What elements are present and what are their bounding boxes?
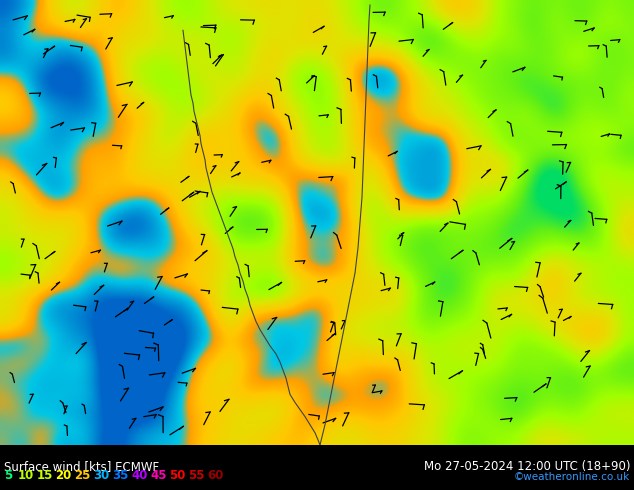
Text: 15: 15 bbox=[37, 469, 53, 482]
Text: 30: 30 bbox=[93, 469, 110, 482]
Text: 50: 50 bbox=[169, 469, 186, 482]
Text: Mo 27-05-2024 12:00 UTC (18+90): Mo 27-05-2024 12:00 UTC (18+90) bbox=[424, 460, 630, 473]
Text: Surface wind [kts] ECMWF: Surface wind [kts] ECMWF bbox=[4, 460, 159, 473]
Text: 20: 20 bbox=[56, 469, 72, 482]
Text: 5: 5 bbox=[4, 469, 12, 482]
Text: 55: 55 bbox=[188, 469, 205, 482]
Text: ©weatheronline.co.uk: ©weatheronline.co.uk bbox=[514, 472, 630, 482]
Text: 35: 35 bbox=[112, 469, 129, 482]
Text: 25: 25 bbox=[75, 469, 91, 482]
Text: 60: 60 bbox=[207, 469, 224, 482]
Text: 10: 10 bbox=[18, 469, 34, 482]
Text: 40: 40 bbox=[131, 469, 148, 482]
Text: 45: 45 bbox=[150, 469, 167, 482]
